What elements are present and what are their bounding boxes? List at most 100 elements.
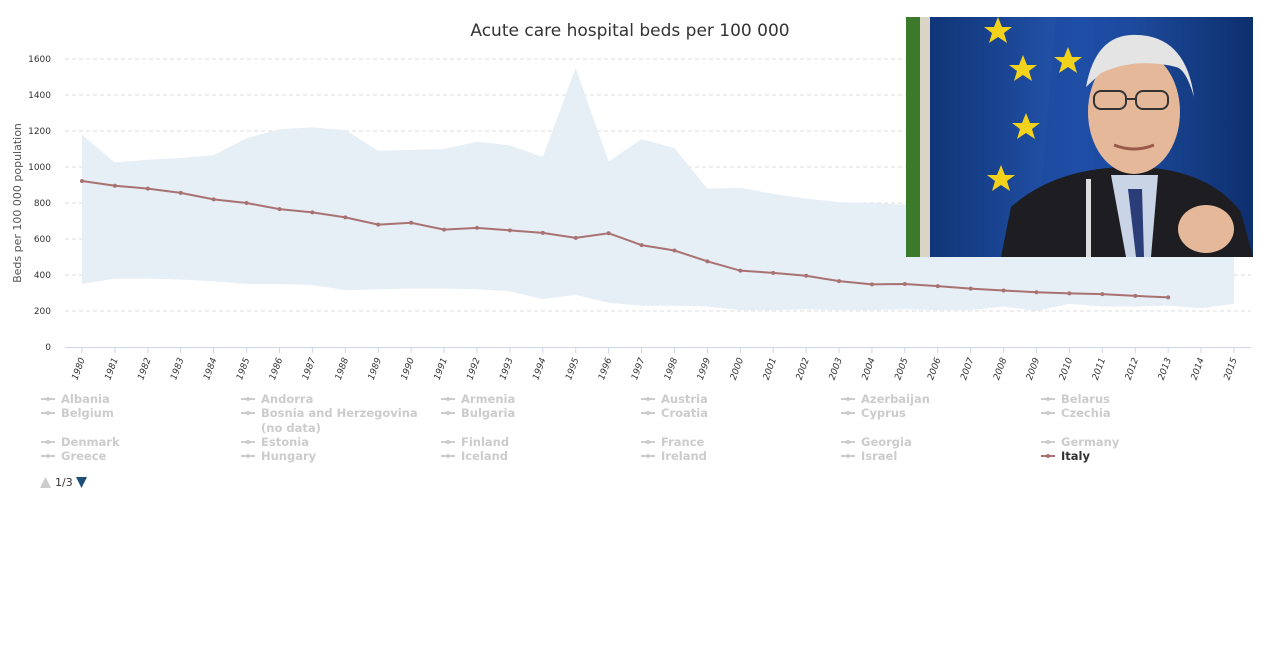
legend-label: Belarus — [1061, 392, 1110, 406]
legend-item[interactable]: Belgium — [41, 406, 114, 420]
star-icon — [984, 17, 1082, 191]
data-point[interactable] — [540, 230, 545, 235]
legend-marker-icon — [1046, 454, 1050, 458]
series-line-italy — [81, 180, 1169, 299]
data-point[interactable] — [902, 282, 907, 286]
data-point[interactable] — [606, 231, 611, 236]
legend-item[interactable]: Azerbaijan — [841, 392, 930, 406]
legend-item[interactable]: Bosnia and Herzegovina(no data) — [241, 406, 418, 435]
x-tick-label: 2004 — [861, 356, 878, 381]
legend-label: Finland — [461, 435, 509, 449]
legend-label: Israel — [861, 449, 897, 463]
legend-marker-icon — [646, 440, 650, 444]
x-tick-label: 1980 — [71, 356, 88, 381]
legend-marker-icon — [646, 411, 650, 415]
x-tick-label: 2008 — [992, 356, 1009, 381]
legend-marker-icon — [46, 397, 50, 401]
data-point[interactable] — [1001, 288, 1006, 293]
legend-item[interactable]: Albania — [41, 392, 110, 406]
x-tick-label: 1996 — [597, 356, 614, 381]
data-point[interactable] — [112, 183, 117, 188]
data-point[interactable] — [935, 284, 940, 289]
pager-down-icon[interactable] — [76, 477, 87, 488]
data-point[interactable] — [869, 282, 874, 287]
data-point[interactable] — [145, 186, 150, 191]
legend-label: Andorra — [261, 392, 313, 406]
data-point[interactable] — [837, 279, 842, 284]
data-point[interactable] — [771, 270, 776, 275]
data-point[interactable] — [343, 215, 348, 220]
y-tick-label: 800 — [34, 199, 51, 209]
data-point[interactable] — [639, 243, 644, 248]
legend-item[interactable]: Germany — [1041, 435, 1120, 449]
data-point[interactable] — [178, 190, 183, 195]
legend-marker-icon — [846, 440, 850, 444]
legend-item[interactable]: Estonia — [241, 435, 309, 449]
legend-item[interactable]: Bulgaria — [441, 406, 515, 420]
data-point[interactable] — [376, 222, 381, 227]
legend-item[interactable]: Cyprus — [841, 406, 906, 420]
data-point[interactable] — [409, 220, 414, 225]
legend-item[interactable]: Czechia — [1041, 406, 1111, 420]
legend-label: Hungary — [261, 449, 317, 463]
legend-marker-icon — [446, 454, 450, 458]
x-tick-label: 1993 — [498, 356, 515, 381]
legend-label: Belgium — [61, 406, 114, 420]
legend-label: Bulgaria — [461, 406, 515, 420]
data-point[interactable] — [1166, 295, 1171, 300]
data-point[interactable] — [672, 248, 677, 253]
legend-item[interactable]: Croatia — [641, 406, 708, 420]
data-point[interactable] — [277, 207, 282, 212]
data-point[interactable] — [310, 210, 315, 215]
legend-item[interactable]: Israel — [841, 449, 897, 463]
legend-item[interactable]: Ireland — [641, 449, 707, 463]
legend-item[interactable]: Greece — [41, 449, 107, 463]
data-point[interactable] — [804, 273, 809, 278]
data-point[interactable] — [1100, 292, 1105, 297]
data-point[interactable] — [1133, 293, 1138, 298]
data-point[interactable] — [1067, 291, 1072, 296]
legend-label: Iceland — [461, 449, 508, 463]
legend-item[interactable]: Finland — [441, 435, 509, 449]
legend-item[interactable]: France — [641, 435, 705, 449]
data-point[interactable] — [507, 228, 512, 233]
data-point[interactable] — [705, 259, 710, 264]
y-tick-label: 0 — [45, 343, 51, 353]
legend-marker-icon — [446, 440, 450, 444]
pager-up-icon[interactable] — [40, 477, 51, 488]
data-point[interactable] — [442, 227, 447, 232]
legend-label: Azerbaijan — [861, 392, 930, 406]
legend-marker-icon — [1046, 411, 1050, 415]
x-tick-label: 1983 — [169, 356, 186, 381]
data-point[interactable] — [474, 225, 479, 230]
legend-label: France — [661, 435, 705, 449]
legend-marker-icon — [246, 397, 250, 401]
legend-item[interactable]: Armenia — [441, 392, 515, 406]
data-point[interactable] — [244, 201, 249, 205]
legend-marker-icon — [846, 411, 850, 415]
x-tick-label: 2006 — [926, 356, 943, 381]
x-tick-label: 1981 — [104, 357, 121, 382]
legend-item[interactable]: Georgia — [841, 435, 912, 449]
legend-item[interactable]: Italy — [1041, 449, 1090, 463]
y-tick-label: 400 — [34, 271, 51, 281]
legend-label: Georgia — [861, 435, 912, 449]
x-tick-label: 1998 — [663, 356, 680, 381]
data-point[interactable] — [573, 235, 578, 240]
x-tick-label: 2000 — [729, 356, 746, 381]
legend-label: Bosnia and Herzegovina — [261, 406, 418, 420]
data-point[interactable] — [968, 286, 973, 291]
legend-item[interactable]: Andorra — [241, 392, 313, 406]
legend-item[interactable]: Belarus — [1041, 392, 1110, 406]
data-point[interactable] — [1034, 290, 1039, 295]
data-point[interactable] — [211, 197, 216, 202]
legend-item[interactable]: Denmark — [41, 435, 120, 449]
legend-item[interactable]: Hungary — [241, 449, 317, 463]
legend-item[interactable]: Austria — [641, 392, 708, 406]
legend-item[interactable]: Iceland — [441, 449, 508, 463]
data-point[interactable] — [80, 179, 84, 184]
y-tick-label: 1200 — [28, 127, 51, 137]
data-point[interactable] — [738, 268, 743, 273]
x-tick-label: 2007 — [959, 356, 976, 381]
legend-marker-icon — [1046, 397, 1050, 401]
